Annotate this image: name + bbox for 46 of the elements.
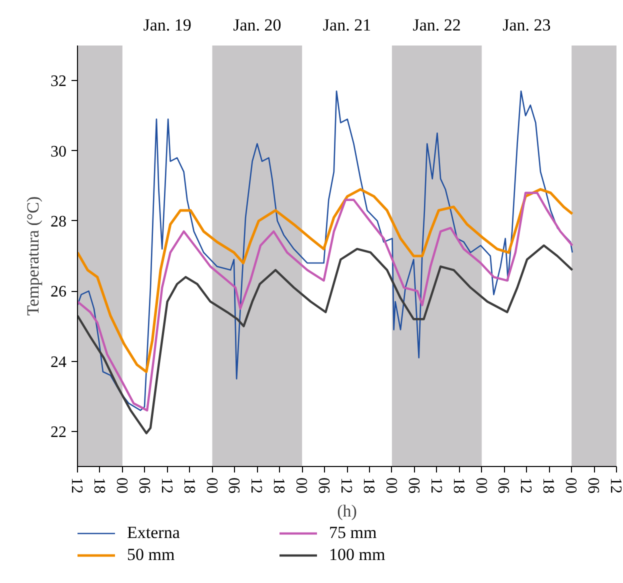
y-tick-label: 26 (50, 284, 66, 301)
x-tick-label: 06 (494, 478, 512, 494)
y-tick-label: 28 (50, 213, 66, 230)
x-tick-label: 06 (584, 478, 602, 494)
x-tick-label: 12 (68, 478, 85, 494)
x2-tick-label: Jan. 20 (233, 16, 282, 34)
legend-label: 75 mm (329, 523, 378, 543)
line-series (78, 244, 574, 434)
y-tick-label: 24 (50, 354, 66, 371)
x-tick-label: 12 (338, 478, 354, 494)
x-tick-label: 18 (180, 478, 198, 494)
y-tick-label: 22 (50, 424, 66, 441)
x-tick-label: 00 (202, 478, 220, 494)
x2-tick-label: Jan. 22 (412, 16, 461, 34)
line-series (78, 188, 574, 374)
legend-label: 100 mm (329, 545, 386, 565)
line-series (78, 192, 574, 412)
y-tick-label: 30 (50, 143, 66, 160)
x-tick-label: 06 (135, 478, 152, 494)
y-tick-label: 32 (50, 73, 66, 90)
x-tick-label: 00 (472, 478, 490, 494)
x-tick-label: 00 (292, 478, 310, 494)
x-axis-title: (h) (337, 502, 357, 520)
line-series (78, 90, 573, 412)
x-tick-label: 06 (315, 478, 332, 494)
x-tick-label: 06 (225, 478, 242, 494)
x-tick-label: 12 (158, 478, 175, 494)
x-tick-label: 18 (90, 478, 108, 494)
x-tick-label: 18 (540, 478, 557, 494)
legend-label: Externa (127, 523, 181, 543)
x-tick-label: 00 (562, 478, 580, 494)
x-tick-label: 12 (248, 478, 265, 494)
x2-tick-label: Jan. 19 (143, 16, 192, 34)
x-tick-label: 12 (517, 478, 534, 494)
legend-label: 50 mm (127, 545, 176, 565)
x-tick-label: 06 (404, 478, 422, 494)
x2-tick-label: Jan. 23 (502, 16, 551, 34)
x-tick-label: 18 (450, 478, 467, 494)
x2-tick-label: Jan. 21 (322, 16, 372, 34)
x-tick-label: 12 (427, 478, 444, 494)
x-tick-label: 18 (360, 478, 377, 494)
y-axis-title: Temperatura (°C) (24, 196, 42, 316)
x-tick-label: 00 (112, 478, 130, 494)
x-tick-label: 00 (382, 478, 400, 494)
x-tick-label: 12 (607, 478, 623, 494)
x-tick-label: 18 (270, 478, 288, 494)
